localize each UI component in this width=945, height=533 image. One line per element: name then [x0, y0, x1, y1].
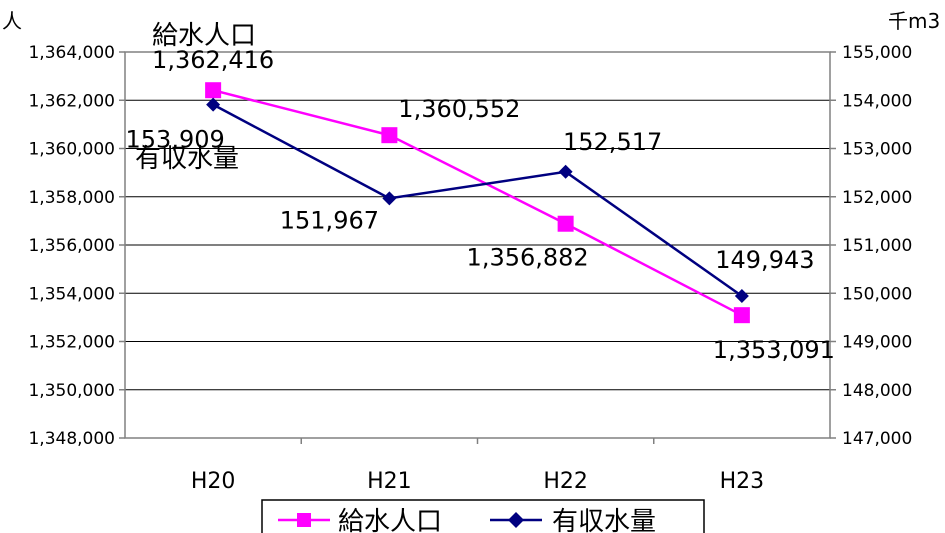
data-point-square [205, 82, 222, 99]
left-tick-label: 1,354,000 [28, 284, 115, 304]
right-tick-label: 151,000 [842, 236, 912, 256]
legend-item-water-volume: 有収水量 [490, 507, 656, 533]
series-line [212, 103, 743, 298]
legend: 給水人口 有収水量 [261, 499, 705, 533]
left-tick-label: 1,360,000 [28, 140, 115, 160]
left-tick-label: 1,358,000 [28, 188, 115, 208]
left-tick-label: 1,348,000 [28, 429, 115, 449]
data-point-diamond [558, 164, 573, 179]
left-tick-label: 1,352,000 [28, 333, 115, 353]
left-tick-label: 1,350,000 [28, 381, 115, 401]
right-tick-label: 155,000 [842, 43, 912, 63]
x-tick-label: H20 [191, 469, 236, 494]
x-axis: H20 H21 H22 H23 [191, 438, 764, 494]
series-layer [205, 82, 750, 324]
legend-item-population: 給水人口 [278, 507, 442, 533]
x-tick-label: H21 [367, 469, 412, 494]
left-axis-unit: 人 [2, 9, 22, 33]
left-tick-label: 1,362,000 [28, 91, 115, 111]
data-point-diamond [206, 97, 221, 112]
data-label: 152,517 [563, 128, 662, 156]
data-point-square [557, 215, 574, 232]
data-label: 149,943 [715, 246, 814, 274]
left-tick-label: 1,356,000 [28, 236, 115, 256]
right-tick-label: 149,000 [842, 333, 912, 353]
annotation-population: 給水人口 [152, 21, 256, 51]
left-tick-label: 1,364,000 [28, 43, 115, 63]
left-axis: 1,348,000 1,350,000 1,352,000 1,354,000 1,35… [28, 43, 125, 449]
right-tick-label: 153,000 [842, 140, 912, 160]
right-tick-label: 154,000 [842, 91, 912, 111]
right-tick-label: 152,000 [842, 188, 912, 208]
gridlines [125, 99, 830, 391]
data-label: 1,356,882 [467, 244, 589, 272]
data-label: 1,360,552 [398, 95, 520, 123]
data-labels: 1,362,416 1,360,552 1,356,882 1,353,091 153,… [126, 46, 835, 364]
right-tick-label: 150,000 [842, 284, 912, 304]
right-axis: 147,000 148,000 149,000 150,000 151,000 152,0… [830, 43, 912, 449]
legend-label-population: 給水人口 [338, 507, 442, 533]
x-tick-label: H22 [543, 469, 588, 494]
x-tick-label: H23 [720, 469, 765, 494]
legend-marker-square [297, 513, 311, 527]
annotation-water-volume: 有収水量 [135, 144, 239, 174]
right-tick-label: 148,000 [842, 381, 912, 401]
right-tick-label: 147,000 [842, 429, 912, 449]
data-point-diamond [734, 289, 749, 304]
data-point-square [381, 127, 398, 144]
right-axis-unit: 千m3 [888, 9, 940, 33]
data-point-diamond [382, 191, 397, 206]
data-label: 1,353,091 [713, 336, 835, 364]
data-label: 151,967 [280, 206, 379, 234]
series-line [212, 89, 743, 317]
data-point-square [733, 307, 750, 324]
legend-box [261, 499, 705, 533]
data-label: 1,362,416 [152, 46, 274, 74]
legend-label-water-volume: 有収水量 [552, 507, 656, 533]
legend-marker-diamond [508, 512, 524, 528]
data-label: 153,909 [126, 126, 225, 154]
